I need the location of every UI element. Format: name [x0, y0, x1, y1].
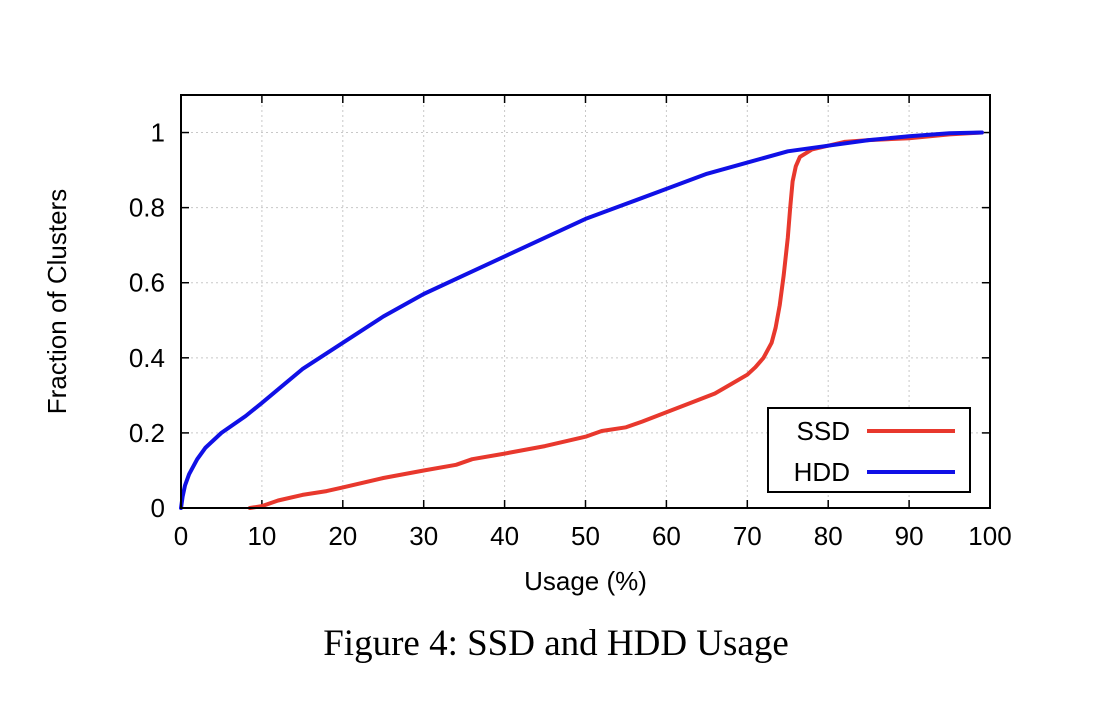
y-tick-label: 0.2: [129, 418, 165, 448]
x-tick-label: 40: [490, 521, 519, 551]
x-tick-label: 60: [652, 521, 681, 551]
legend-label-hdd: HDD: [794, 457, 850, 487]
legend-box: [767, 407, 971, 493]
y-tick-label: 0.4: [129, 343, 165, 373]
x-tick-labels: 0 10 20 30 40 50 60 70 80 90 100: [174, 521, 1012, 551]
x-axis-label: Usage (%): [524, 566, 647, 596]
series-line-ssd: [247, 130, 984, 510]
legend-label-ssd: SSD: [797, 416, 850, 446]
x-tick-label: 70: [733, 521, 762, 551]
x-tick-label: 100: [968, 521, 1011, 551]
x-tick-label: 80: [814, 521, 843, 551]
plot-frame: [180, 94, 991, 509]
y-tick-label: 0.6: [129, 268, 165, 298]
y-tick-label: 1: [151, 118, 165, 148]
x-tick-label: 0: [174, 521, 188, 551]
x-tick-label: 20: [328, 521, 357, 551]
x-tick-label: 90: [895, 521, 924, 551]
y-axis-label: Fraction of Clusters: [42, 189, 72, 414]
x-tick-label: 30: [409, 521, 438, 551]
cdf-line-chart: 0 10 20 30 40 50 60 70 80 90 100 0 0.2 0.4 0.6 0.8 1 Us…: [42, 94, 1012, 596]
series-line-hdd: [179, 130, 984, 510]
grid-lines: [181, 95, 990, 508]
y-tick-label: 0.8: [129, 193, 165, 223]
y-tick-labels: 0 0.2 0.4 0.6 0.8 1: [129, 118, 165, 523]
legend: SSD HDD: [767, 407, 971, 493]
x-tick-label: 50: [571, 521, 600, 551]
series-lines: [179, 130, 984, 510]
figure-caption: Figure 4: SSD and HDD Usage: [323, 623, 789, 664]
y-tick-label: 0: [151, 493, 165, 523]
x-tick-label: 10: [247, 521, 276, 551]
